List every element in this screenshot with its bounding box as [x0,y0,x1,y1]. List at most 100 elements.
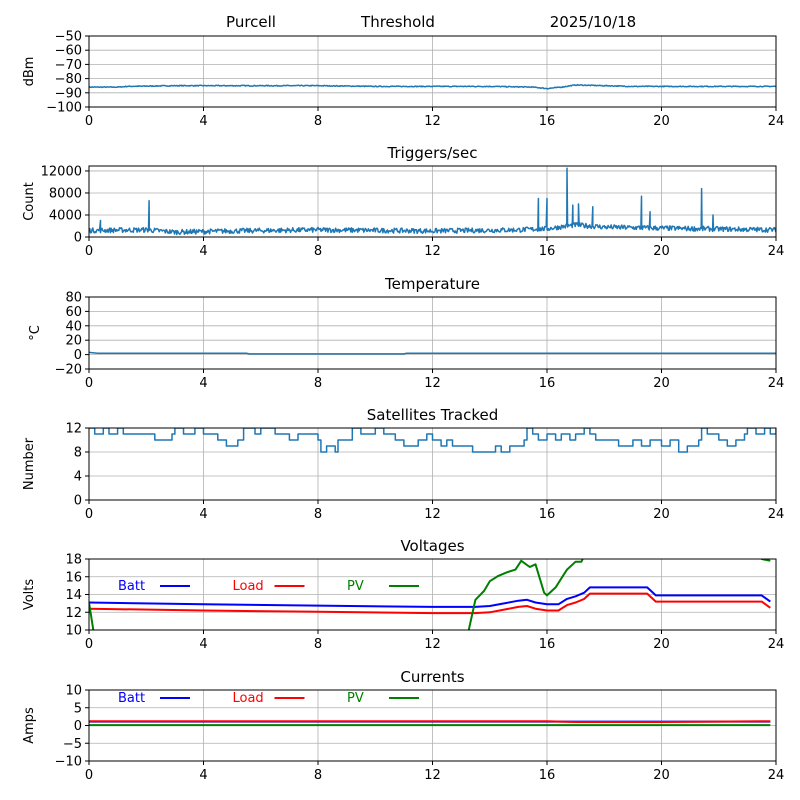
axes-frame [88,558,777,631]
y-tick-label: 8 [74,446,82,461]
x-tick-label: 16 [539,114,556,129]
series-group [89,428,776,453]
legend-label-load: Load [233,691,264,706]
y-tick-label: 80 [65,291,82,306]
y-tick-label: −10 [55,755,82,770]
x-tick-label: 12 [424,507,441,522]
y-tick-label: 0 [74,494,82,509]
series-line-pv [89,559,771,630]
x-tick-label: 20 [653,114,670,129]
x-tick-label: 24 [768,637,785,652]
x-tick-label: 12 [424,637,441,652]
x-tick-label: 4 [199,637,207,652]
axes-frame [88,689,777,762]
x-tick-label: 4 [199,376,207,391]
y-axis-label: Number [22,437,37,490]
header-date: 2025/10/18 [550,13,636,31]
series-line-satellites [89,428,776,453]
x-tick-label: 4 [199,768,207,783]
y-tick-label: 12 [65,606,82,621]
x-tick-label: 24 [768,376,785,391]
y-axis-label: °C [28,325,43,341]
y-tick-label: 20 [65,334,82,349]
series-line-batt [89,586,771,608]
x-tick-label: 4 [199,507,207,522]
y-tick-label: 10 [65,684,82,699]
series-group [89,83,776,90]
x-tick-label: 20 [653,768,670,783]
x-tick-label: 12 [424,244,441,259]
legend: Batt Load PV [118,579,419,594]
y-tick-label: 0 [74,719,82,734]
axes-frame [88,427,777,501]
series-line-temperature [89,351,776,355]
x-tick-label: 16 [539,637,556,652]
legend-label-batt: Batt [118,579,145,594]
legend-label-pv: PV [347,691,364,706]
subplot-title: Triggers/sec [387,144,478,162]
x-tick-label: 8 [314,507,322,522]
y-tick-label: 16 [65,570,82,585]
series-group [89,559,771,630]
x-tick-label: 24 [768,768,785,783]
axes-frame [88,165,777,238]
legend: Batt Load PV [118,691,419,706]
y-axis-label: dBm [22,57,37,87]
x-tick-label: 4 [199,114,207,129]
y-axis-label: Count [22,182,37,221]
x-tick-label: 16 [539,376,556,391]
series-line-triggers [89,167,776,236]
x-tick-label: 12 [424,114,441,129]
subplot-5: 0 4 8 12 16 20 24 −10 −5 0 5 10 Currents Amps Batt Load… [22,668,784,783]
x-tick-label: 8 [314,376,322,391]
y-tick-label: 40 [65,319,82,334]
x-tick-label: 16 [539,244,556,259]
x-tick-label: 16 [539,768,556,783]
y-tick-label: 8000 [49,186,82,201]
y-tick-label: −80 [55,72,82,87]
x-tick-label: 12 [424,376,441,391]
y-axis-label: Amps [22,707,37,744]
y-tick-label: −50 [55,30,82,45]
subplot-3: 0 4 8 12 16 20 24 0 4 8 12 Satellites Tracked Number [22,406,784,522]
y-tick-label: −90 [55,86,82,101]
subplot-1: 0 4 8 12 16 20 24 0 4000 8000 12000 Triggers/sec Cou… [22,144,784,259]
y-tick-label: 5 [74,701,82,716]
x-tick-label: 20 [653,376,670,391]
x-tick-label: 20 [653,507,670,522]
y-tick-label: 18 [65,553,82,568]
series-group [89,351,776,355]
legend-label-batt: Batt [118,691,145,706]
axes-frame [88,35,777,108]
x-tick-label: 4 [199,244,207,259]
y-tick-label: 12000 [41,164,82,179]
y-tick-label: 4000 [49,208,82,223]
x-tick-label: 8 [314,114,322,129]
x-tick-label: 20 [653,244,670,259]
y-tick-label: 60 [65,305,82,320]
x-tick-label: 12 [424,768,441,783]
x-tick-label: 16 [539,507,556,522]
x-tick-label: 0 [85,507,93,522]
legend-label-load: Load [233,579,264,594]
x-tick-label: 24 [768,507,785,522]
series-line-load [89,592,771,615]
subplot-title: Satellites Tracked [367,406,498,424]
x-tick-label: 0 [85,768,93,783]
y-tick-label: 0 [74,231,82,246]
x-tick-label: 24 [768,244,785,259]
y-tick-label: 12 [65,422,82,437]
x-tick-label: 0 [85,114,93,129]
subplot-title: Currents [400,668,464,686]
header-station: Purcell [226,13,276,31]
x-tick-label: 0 [85,244,93,259]
x-tick-label: 20 [653,637,670,652]
x-tick-label: 0 [85,376,93,391]
x-tick-label: 8 [314,244,322,259]
subplot-title: Temperature [384,275,480,293]
series-line-load [89,720,771,723]
x-tick-label: 24 [768,114,785,129]
